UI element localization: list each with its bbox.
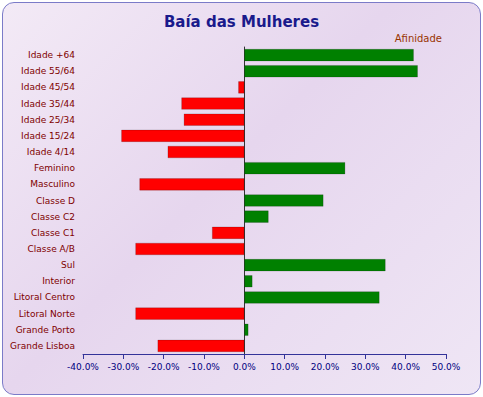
svg-text:-20.0%: -20.0%	[148, 362, 180, 372]
svg-text:Idade 25/34: Idade 25/34	[21, 115, 75, 125]
svg-text:-40.0%: -40.0%	[67, 362, 99, 372]
svg-text:0.0%: 0.0%	[233, 362, 256, 372]
svg-text:Grande Lisboa: Grande Lisboa	[10, 341, 75, 351]
svg-text:30.0%: 30.0%	[351, 362, 380, 372]
svg-text:Classe D: Classe D	[36, 196, 75, 206]
svg-text:Interior: Interior	[42, 276, 75, 286]
svg-text:-30.0%: -30.0%	[107, 362, 139, 372]
svg-text:Grande Porto: Grande Porto	[16, 325, 76, 335]
svg-text:Idade 35/44: Idade 35/44	[21, 99, 75, 109]
svg-text:Litoral Norte: Litoral Norte	[19, 309, 76, 319]
svg-text:40.0%: 40.0%	[391, 362, 420, 372]
svg-text:20.0%: 20.0%	[311, 362, 340, 372]
svg-text:Baía das Mulheres: Baía das Mulheres	[164, 13, 319, 31]
svg-text:Afinidade: Afinidade	[395, 33, 442, 44]
svg-text:Idade 4/14: Idade 4/14	[27, 147, 75, 157]
svg-text:Idade +64: Idade +64	[28, 50, 75, 60]
svg-text:Litoral Centro: Litoral Centro	[14, 292, 76, 302]
svg-text:Classe C1: Classe C1	[31, 228, 75, 238]
svg-text:Classe A/B: Classe A/B	[28, 244, 75, 254]
svg-text:10.0%: 10.0%	[270, 362, 299, 372]
svg-text:Classe C2: Classe C2	[31, 212, 75, 222]
svg-text:Masculino: Masculino	[30, 179, 75, 189]
svg-text:-10.0%: -10.0%	[188, 362, 220, 372]
svg-text:Idade 15/24: Idade 15/24	[21, 131, 75, 141]
svg-text:50.0%: 50.0%	[432, 362, 461, 372]
svg-text:Feminino: Feminino	[34, 163, 75, 173]
svg-text:Idade 55/64: Idade 55/64	[21, 66, 75, 76]
svg-text:Idade 45/54: Idade 45/54	[21, 82, 75, 92]
svg-text:Sul: Sul	[61, 260, 75, 270]
